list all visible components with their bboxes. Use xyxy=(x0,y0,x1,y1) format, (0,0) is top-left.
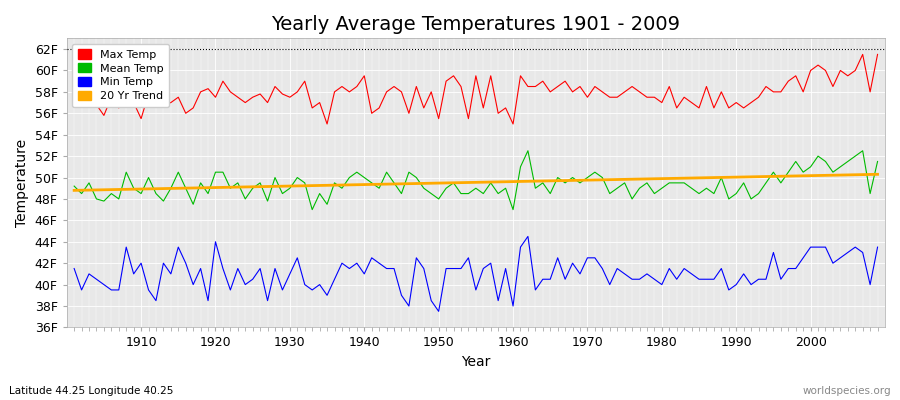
Legend: Max Temp, Mean Temp, Min Temp, 20 Yr Trend: Max Temp, Mean Temp, Min Temp, 20 Yr Tre… xyxy=(72,44,169,107)
Y-axis label: Temperature: Temperature xyxy=(15,139,29,227)
Text: worldspecies.org: worldspecies.org xyxy=(803,386,891,396)
X-axis label: Year: Year xyxy=(461,355,491,369)
Text: Latitude 44.25 Longitude 40.25: Latitude 44.25 Longitude 40.25 xyxy=(9,386,174,396)
Title: Yearly Average Temperatures 1901 - 2009: Yearly Average Temperatures 1901 - 2009 xyxy=(272,15,680,34)
